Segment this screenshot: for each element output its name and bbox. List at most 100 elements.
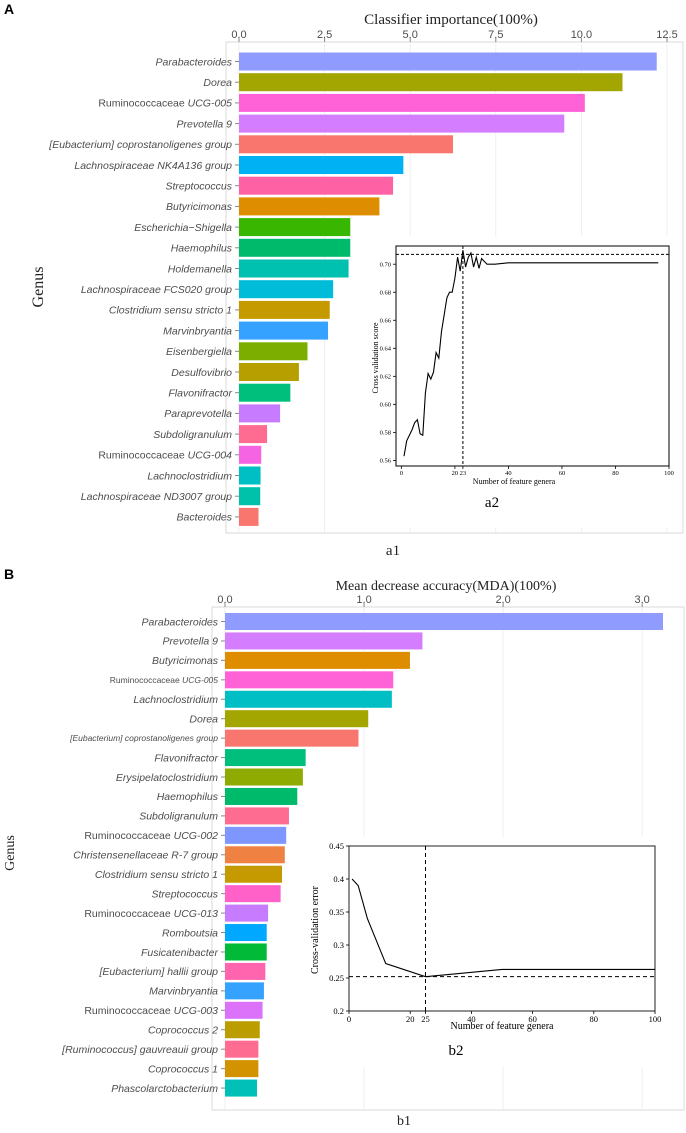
a2-y-tick-label: 0.70 <box>380 261 391 268</box>
b1-x-tick-label: 2.0 <box>495 594 510 606</box>
a2-y-tick-label: 0.62 <box>380 374 391 381</box>
b1-category-label: Streptococcus <box>151 888 218 900</box>
b2-x-tick-label: 40 <box>467 1014 476 1024</box>
a1-bar <box>239 218 351 237</box>
a1-category-label: Parabacteroides <box>156 56 233 68</box>
a1-bar <box>239 300 330 319</box>
a2-x-tick-label: 60 <box>559 470 566 477</box>
b2-y-tick-label: 0.25 <box>329 973 344 983</box>
a2-x-tick-label: 40 <box>505 470 512 477</box>
a1-category-label: Ruminococcaceae UCG-004 <box>98 450 232 462</box>
b1-bar <box>225 1021 260 1039</box>
a1-x-tick-label: 5.0 <box>403 29 418 41</box>
b1-bar <box>225 671 394 689</box>
a1-category-label: Butyricimonas <box>166 201 233 213</box>
b1-category-label: [Eubacterium] hallii group <box>99 966 219 978</box>
a2-y-tick-label: 0.64 <box>380 346 392 353</box>
b2-label: b2 <box>449 1043 464 1059</box>
a2-x-tick-label: 0 <box>400 470 403 477</box>
a1-bar <box>239 280 334 299</box>
b2-x-axis-title: Number of feature genera <box>451 1021 555 1032</box>
a2-y-axis-title: Cross validation score <box>371 322 380 394</box>
b1-bar <box>225 1040 259 1058</box>
a1-caption: a1 <box>386 543 400 559</box>
b1-x-tick-label: 1.0 <box>356 594 371 606</box>
a1-category-label: Clostridium sensu stricto 1 <box>109 305 232 317</box>
a1-bar <box>239 404 281 423</box>
b1-category-label: Phascolarctobacterium <box>111 1083 218 1095</box>
b1-bar <box>225 904 269 922</box>
a1-bars <box>239 52 657 526</box>
b1-category-labels: Parabacteroides Prevotella 9 Butyricimonas… <box>61 616 225 1095</box>
a1-bar <box>239 93 585 112</box>
b2-inset-chart: 0 20 25 40 60 80 100 0.2 0.25 0.3 0.35 0.4 0.45 Numb… <box>302 837 672 1067</box>
b1-bar <box>225 826 287 844</box>
b1-category-label: Ruminococcaceae UCG-002 <box>84 830 218 842</box>
a1-category-label: Paraprevotella <box>164 408 232 420</box>
b1-category-label: Dorea <box>189 713 218 725</box>
a1-category-label: Prevotella 9 <box>177 118 233 130</box>
a2-x-tick-label: 23 <box>460 470 467 477</box>
b1-category-label: Coprococcus 2 <box>148 1025 218 1037</box>
a2-x-tick-label: 80 <box>612 470 619 477</box>
b1-x-ticks: 0.0 1.0 2.0 3.0 <box>217 594 650 607</box>
b1-bar <box>225 632 423 650</box>
panel-b-letter: B <box>4 566 14 582</box>
b1-category-label: Marvinbryantia <box>149 986 218 998</box>
b1-category-label: Haemophilus <box>157 791 219 803</box>
a1-category-label: Lachnospiraceae FCS020 group <box>81 284 232 296</box>
b1-bar <box>225 943 267 961</box>
a1-category-label: Eisenbergiella <box>166 346 232 358</box>
b1-category-label: Coprococcus 1 <box>148 1063 218 1075</box>
a2-x-axis-title: Number of feature genera <box>473 477 556 486</box>
b1-category-label: Christensenellaceae R-7 group <box>73 850 218 862</box>
a1-x-tick-label: 10.0 <box>571 29 592 41</box>
a1-category-label: Marvinbryantia <box>163 325 232 337</box>
b1-category-label: Subdoligranulum <box>139 811 218 823</box>
b1-bar <box>225 1001 263 1019</box>
b1-category-label: Romboutsia <box>162 927 218 939</box>
b1-category-label: Clostridium sensu stricto 1 <box>95 869 218 881</box>
a1-bar <box>239 507 259 526</box>
a1-bar <box>239 466 261 485</box>
a1-x-tick-label: 7.5 <box>488 29 503 41</box>
a2-axes-frame <box>395 245 670 467</box>
b1-bar <box>225 651 410 669</box>
b1-bar <box>225 729 359 747</box>
b2-x-tick-label: 60 <box>528 1014 537 1024</box>
a1-category-label: Holdemanella <box>168 263 232 275</box>
b1-bar <box>225 690 392 708</box>
a1-category-label: Ruminococcaceae UCG-005 <box>98 98 232 110</box>
b1-bar <box>225 768 303 786</box>
b2-x-tick-label: 80 <box>590 1014 599 1024</box>
b1-bars <box>225 613 663 1097</box>
b2-y-axis-title: Cross-validation error <box>310 885 321 974</box>
a1-category-label: Subdoligranulum <box>153 429 232 441</box>
a1-y-axis-title: Genus <box>30 267 47 308</box>
a1-bar <box>239 135 453 154</box>
b1-bar <box>225 982 264 1000</box>
a2-y-tick-label: 0.60 <box>380 402 391 409</box>
b1-caption: b1 <box>397 1114 411 1129</box>
b1-bar <box>225 865 283 883</box>
a2-background <box>367 236 681 528</box>
b2-x-tick-label: 100 <box>649 1014 662 1024</box>
b2-x-tick-label: 25 <box>421 1014 430 1024</box>
b1-bar <box>225 1060 259 1078</box>
a2-x-tick-label: 100 <box>664 470 674 477</box>
a1-bar <box>239 259 349 278</box>
b1-bar <box>225 807 289 825</box>
a1-bar <box>239 445 262 464</box>
b2-y-tick-label: 0.3 <box>333 940 344 950</box>
a1-bar <box>239 363 299 381</box>
b2-background <box>302 837 672 1067</box>
b2-y-tick-label: 0.45 <box>329 841 344 851</box>
a2-label: a2 <box>485 495 499 511</box>
b1-bar <box>225 749 306 767</box>
b2-axes-frame <box>348 845 656 1012</box>
a1-x-tick-label: 0.0 <box>231 29 246 41</box>
panel-a: A Classifier importance(100%) Genus 0.0 2… <box>4 1 684 559</box>
b1-category-label: Erysipelatoclostridium <box>116 772 218 784</box>
a2-y-tick-label: 0.56 <box>380 458 392 465</box>
